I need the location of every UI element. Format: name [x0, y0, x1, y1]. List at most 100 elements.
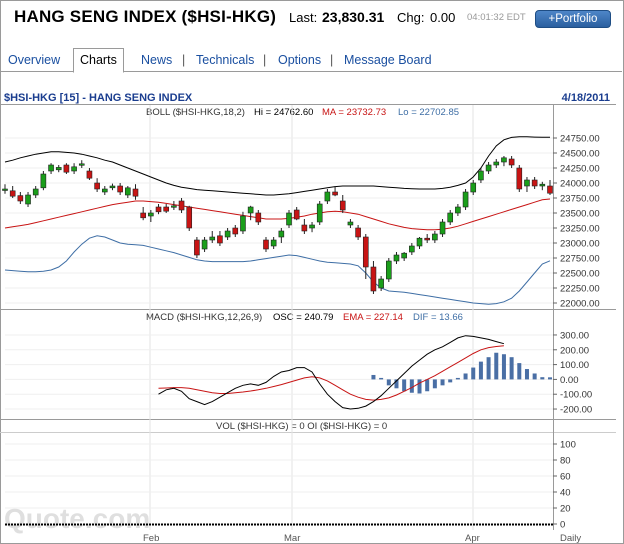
- candle: [163, 206, 169, 212]
- candle: [71, 166, 77, 172]
- boll-header: BOLL ($HSI-HKG,18,2) Hi = 24762.60 MA = …: [146, 107, 459, 118]
- macd-histogram-bar: [371, 374, 376, 380]
- macd-histogram-bar: [471, 367, 476, 380]
- candle: [485, 164, 492, 172]
- candle: [224, 230, 231, 238]
- price-tick-label: 23500.00: [560, 209, 600, 220]
- candle: [516, 167, 523, 190]
- price-tick-label: 24750.00: [560, 134, 600, 145]
- price-tick-label: 23250.00: [560, 224, 600, 235]
- macd-histogram-bar: [463, 373, 468, 380]
- candle: [32, 188, 39, 196]
- change-value: 0.00: [430, 10, 456, 25]
- macd-histogram-bar: [402, 379, 407, 392]
- boll-upper-band: [4, 136, 550, 196]
- tab-overview[interactable]: Overview: [8, 53, 61, 67]
- candle: [101, 188, 108, 193]
- tab-news[interactable]: News: [141, 53, 173, 67]
- candle: [531, 179, 538, 187]
- candle: [401, 252, 407, 259]
- macd-tick-label: 300.00: [560, 330, 589, 341]
- macd-histogram-bar: [478, 361, 483, 380]
- candle: [55, 167, 62, 171]
- macd-histogram-bar: [517, 363, 522, 380]
- candle: [493, 161, 500, 166]
- candle: [148, 212, 154, 217]
- candle: [501, 157, 507, 163]
- macd-histogram-bar: [386, 379, 391, 386]
- boll-lower-band: [4, 235, 551, 305]
- price-tick-label: 23000.00: [560, 239, 600, 250]
- candle: [355, 227, 361, 238]
- tab-message-board[interactable]: Message Board: [344, 53, 432, 67]
- vol-tick-label: 0: [560, 520, 565, 531]
- macd-histogram-bar: [501, 354, 506, 380]
- price-tick-label: 24000.00: [560, 179, 600, 190]
- candle: [178, 200, 185, 211]
- candle: [339, 200, 346, 211]
- last-label: Last:: [289, 10, 318, 25]
- price-tick-label: 22250.00: [560, 284, 600, 295]
- candle: [240, 215, 246, 232]
- vol-tick-label: 40: [560, 488, 571, 499]
- candle: [309, 224, 315, 229]
- candle: [378, 278, 384, 289]
- tab-charts[interactable]: Charts: [73, 48, 124, 73]
- vol-tick-label: 20: [560, 504, 571, 515]
- candle: [539, 183, 546, 187]
- macd-histogram-bar: [379, 377, 384, 380]
- candle: [286, 212, 292, 226]
- boll-ma: MA = 23732.73: [322, 107, 386, 118]
- candle: [155, 206, 162, 213]
- chart-symbol-title: $HSI-HKG [15] - HANG SENG INDEX: [4, 92, 193, 104]
- candle: [524, 179, 530, 187]
- candle: [132, 188, 139, 197]
- candle: [125, 187, 131, 196]
- candle: [455, 206, 461, 214]
- candle: [301, 224, 308, 232]
- x-label-daily: Daily: [560, 533, 581, 544]
- page-title: HANG SENG INDEX ($HSI-HKG): [14, 7, 277, 26]
- tab-options[interactable]: Options: [278, 53, 322, 67]
- candle: [255, 212, 262, 223]
- macd-histogram-bar: [540, 377, 545, 380]
- vol-tick-label: 60: [560, 472, 571, 483]
- vol-tick-label: 80: [560, 456, 571, 467]
- candle: [386, 260, 392, 280]
- macd-tick-label: 200.00: [560, 345, 589, 356]
- price-tick-label: 22500.00: [560, 269, 600, 280]
- macd-header: MACD ($HSI-HKG,12,26,9) OSC = 240.79 EMA…: [146, 312, 463, 323]
- macd-osc: OSC = 240.79: [273, 312, 333, 323]
- candle: [247, 206, 254, 214]
- tab-separator: |: [330, 53, 334, 67]
- candle: [17, 195, 24, 202]
- change-label: Chg:: [397, 10, 425, 25]
- candle: [2, 188, 8, 191]
- boll-lo: Lo = 22702.85: [398, 107, 459, 118]
- candle: [393, 254, 400, 262]
- candle: [508, 158, 515, 166]
- candle: [117, 185, 123, 193]
- price-tick-label: 23750.00: [560, 194, 600, 205]
- macd-histogram-bar: [409, 379, 414, 393]
- candle: [432, 233, 438, 241]
- candle: [63, 164, 70, 173]
- macd-histogram-bar: [509, 357, 514, 380]
- candle: [25, 194, 31, 205]
- macd-histogram-bar: [425, 379, 430, 392]
- x-label-apr: Apr: [465, 533, 480, 544]
- nav-tabs: Overview Charts News | Technicals | Opti…: [0, 48, 622, 73]
- candle: [78, 163, 85, 166]
- macd-tick-label: 100.00: [560, 360, 589, 371]
- price-tick-label: 22750.00: [560, 254, 600, 265]
- add-portfolio-button[interactable]: +Portfolio: [535, 10, 611, 28]
- candle: [424, 237, 430, 241]
- candle: [263, 239, 269, 250]
- tab-technicals[interactable]: Technicals: [196, 53, 255, 67]
- candle: [470, 182, 477, 193]
- candle: [362, 236, 369, 268]
- macd-tick-label: -100.00: [560, 390, 592, 401]
- macd-tick-label: -200.00: [560, 405, 592, 416]
- candle: [48, 164, 54, 172]
